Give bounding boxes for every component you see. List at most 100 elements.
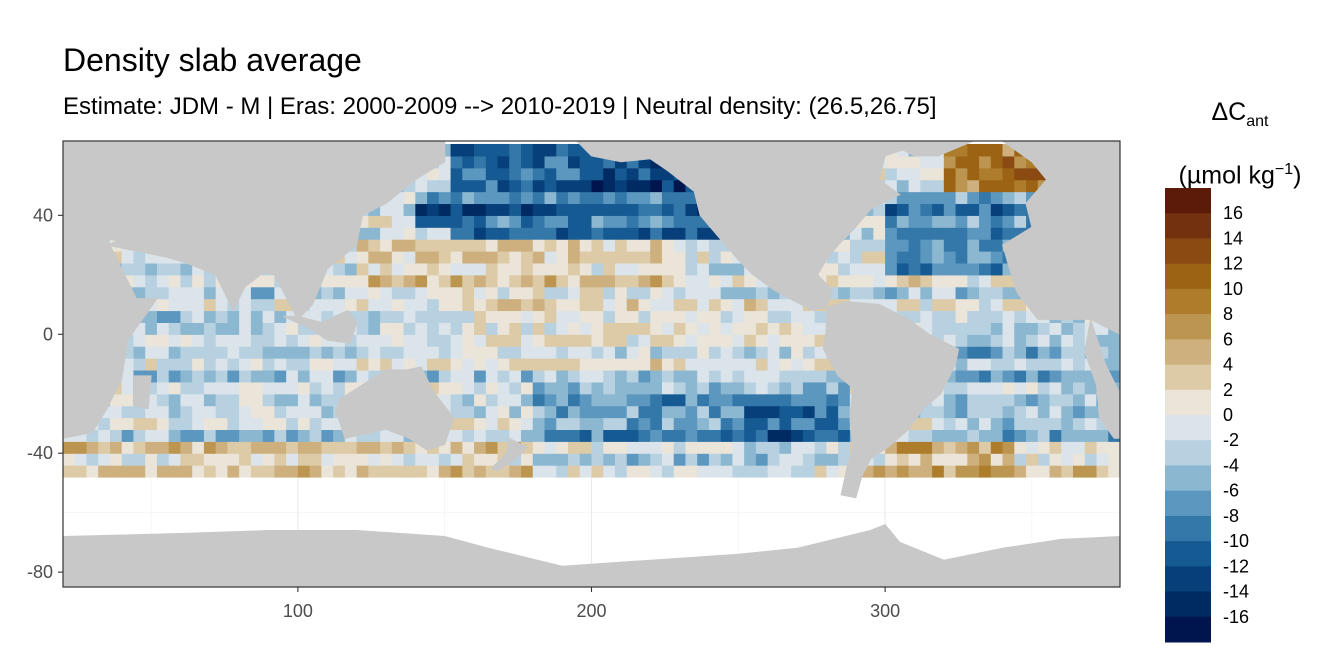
- ocean-cell: [603, 286, 616, 300]
- ocean-cell: [650, 334, 663, 347]
- ocean-cell: [697, 405, 710, 419]
- ocean-cell: [708, 239, 722, 252]
- ocean-cell: [1061, 417, 1074, 431]
- ocean-cell: [403, 322, 416, 335]
- ocean-cell: [180, 417, 193, 431]
- ocean-cell: [1002, 417, 1015, 431]
- ocean-cell: [556, 251, 569, 264]
- ocean-cell: [497, 322, 510, 335]
- ocean-cell: [990, 274, 1004, 288]
- ocean-cell: [732, 453, 745, 466]
- ocean-cell: [885, 251, 898, 264]
- ocean-cell: [967, 441, 980, 454]
- ocean-cell: [568, 239, 581, 252]
- ocean-cell: [98, 429, 111, 442]
- ocean-cell: [321, 346, 334, 359]
- ocean-cell: [814, 417, 827, 431]
- ocean-cell: [732, 465, 745, 478]
- land-antarctica: [63, 523, 1120, 587]
- ocean-cell: [614, 405, 628, 419]
- ocean-cell: [591, 262, 604, 276]
- ocean-cell: [450, 179, 463, 193]
- ocean-cell: [603, 322, 616, 335]
- ocean-cell: [603, 393, 616, 407]
- ocean-cell: [544, 322, 557, 335]
- ocean-cell: [368, 322, 381, 335]
- ocean-cell: [427, 322, 440, 335]
- ocean-cell: [873, 227, 886, 240]
- ocean-cell: [239, 381, 252, 395]
- ocean-cell: [779, 358, 792, 371]
- ocean-cell: [286, 381, 299, 395]
- ocean-cell: [1014, 381, 1027, 395]
- y-tick-label: 40: [33, 205, 53, 225]
- ocean-cell: [697, 251, 710, 264]
- ocean-cell: [380, 227, 393, 240]
- ocean-cell: [427, 286, 440, 300]
- ocean-cell: [568, 227, 581, 240]
- ocean-cell: [403, 286, 416, 300]
- ocean-cell: [979, 453, 992, 466]
- ocean-cell: [86, 441, 99, 454]
- ocean-cell: [286, 369, 299, 383]
- ocean-cell: [133, 286, 146, 300]
- ocean-cell: [744, 274, 757, 288]
- ocean-cell: [497, 381, 510, 395]
- ocean-cell: [274, 310, 287, 323]
- ocean-cell: [450, 251, 463, 264]
- ocean-cell: [755, 453, 769, 466]
- ocean-cell: [450, 429, 463, 442]
- ocean-cell: [415, 334, 428, 347]
- ocean-cell: [133, 262, 146, 276]
- ocean-cell: [462, 441, 475, 454]
- ocean-cell: [932, 322, 945, 335]
- ocean-cell: [1037, 346, 1051, 359]
- ocean-cell: [744, 465, 757, 478]
- ocean-cell: [614, 369, 628, 383]
- ocean-cell: [380, 465, 393, 478]
- ocean-cell: [932, 239, 945, 252]
- ocean-cell: [321, 358, 334, 371]
- ocean-cell: [579, 417, 593, 431]
- ocean-cell: [427, 346, 440, 359]
- ocean-cell: [438, 298, 452, 312]
- ocean-cell: [1061, 465, 1074, 478]
- colorbar-segment: [1165, 591, 1211, 618]
- ocean-cell: [967, 358, 980, 371]
- ocean-cell: [990, 251, 1004, 264]
- ocean-cell: [474, 227, 487, 240]
- ocean-cell: [380, 239, 393, 252]
- ocean-cell: [462, 251, 475, 264]
- ocean-cell: [661, 441, 675, 454]
- ocean-cell: [885, 453, 898, 466]
- ocean-cell: [462, 167, 475, 181]
- ocean-cell: [1026, 369, 1039, 383]
- ocean-cell: [967, 381, 980, 395]
- ocean-cell: [297, 334, 311, 347]
- ocean-cell: [638, 441, 651, 454]
- ocean-cell: [744, 441, 757, 454]
- ocean-cell: [239, 441, 252, 454]
- ocean-cell: [802, 429, 816, 442]
- ocean-cell: [708, 393, 722, 407]
- ocean-cell: [990, 298, 1004, 312]
- ocean-cell: [779, 393, 792, 407]
- ocean-cell: [614, 453, 628, 466]
- ocean-cell: [485, 334, 499, 347]
- ocean-cell: [885, 155, 898, 169]
- ocean-cell: [239, 417, 252, 431]
- ocean-cell: [544, 393, 557, 407]
- ocean-cell: [955, 262, 968, 276]
- ocean-cell: [239, 453, 252, 466]
- ocean-cell: [955, 191, 968, 205]
- ocean-cell: [591, 191, 604, 205]
- ocean-cell: [203, 310, 217, 323]
- ocean-cell: [192, 286, 205, 300]
- ocean-cell: [744, 298, 757, 312]
- ocean-cell: [614, 298, 628, 312]
- ocean-cell: [990, 322, 1004, 335]
- ocean-cell: [826, 405, 839, 419]
- ocean-cell: [485, 441, 499, 454]
- ocean-cell: [1014, 393, 1027, 407]
- ocean-cell: [509, 393, 522, 407]
